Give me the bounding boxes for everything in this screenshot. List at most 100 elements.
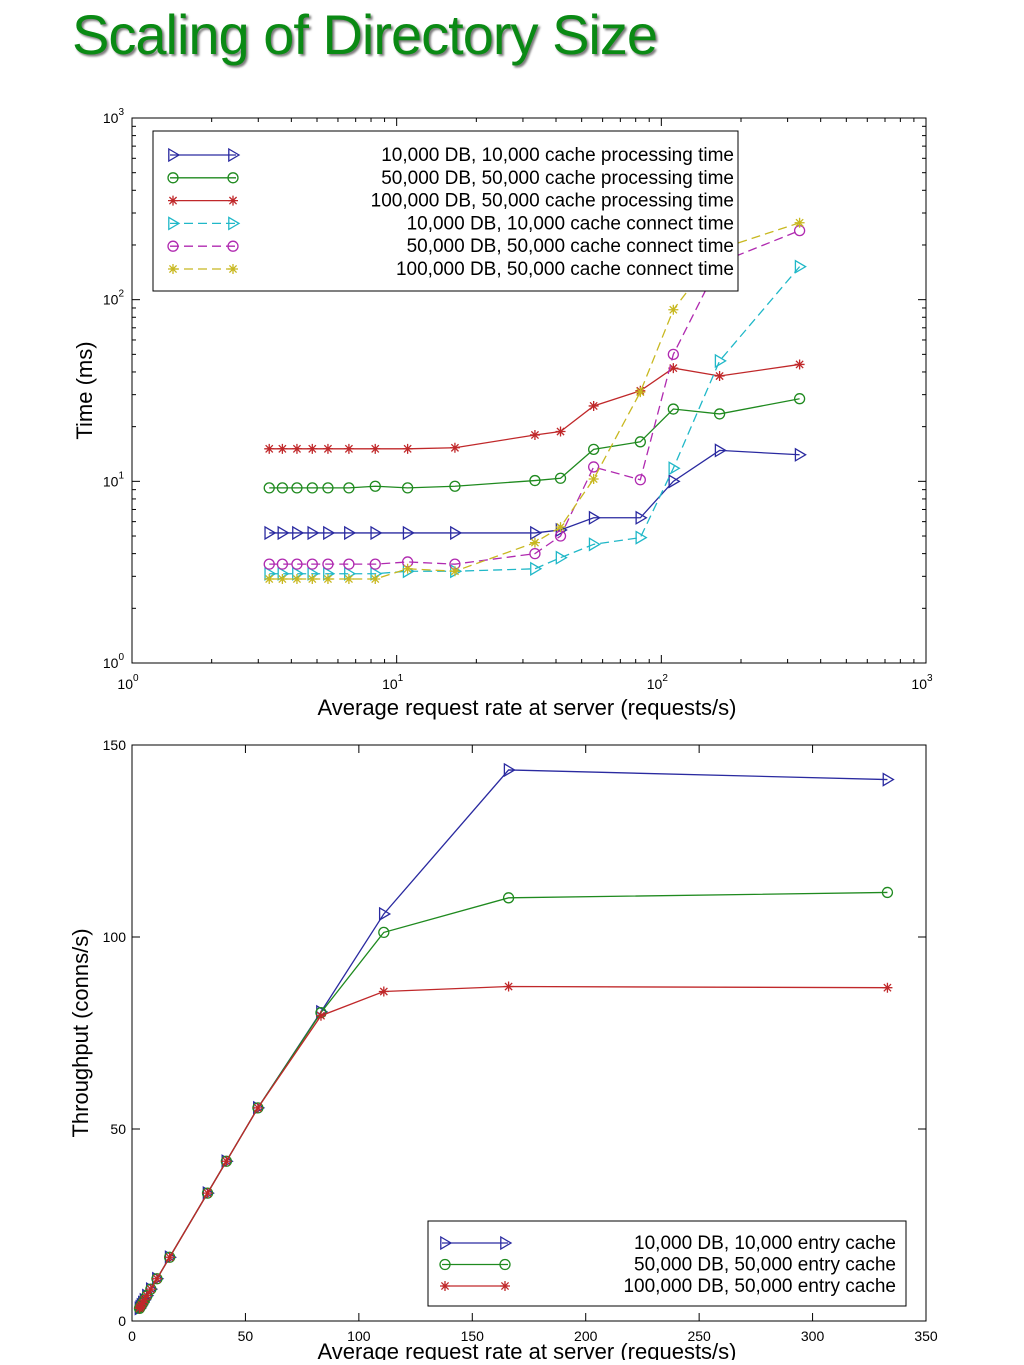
- data-point: [882, 982, 893, 993]
- legend-label: 100,000 DB, 50,000 cache processing time: [371, 191, 734, 212]
- x-tick-label: 101: [382, 673, 404, 692]
- series-line: [269, 398, 800, 489]
- data-point: [635, 530, 648, 545]
- legend-marker: [439, 1258, 451, 1271]
- data-point: [668, 304, 679, 315]
- data-point: [668, 461, 681, 476]
- legend-marker: [440, 1281, 450, 1291]
- data-point: [164, 1252, 175, 1263]
- data-point: [344, 566, 357, 581]
- chart-directory-time: 100 101 102 103 100 101 102 103 Average request …: [72, 107, 933, 720]
- data-point: [713, 408, 726, 420]
- series-3: [264, 359, 805, 454]
- data-point: [263, 558, 275, 570]
- data-point: [264, 566, 277, 581]
- data-point: [794, 359, 805, 370]
- data-point: [276, 482, 289, 494]
- data-point: [529, 547, 541, 560]
- data-point: [402, 563, 413, 574]
- plot-frame: [131, 117, 927, 664]
- y-axis-label: Throughput (conns/s): [68, 928, 93, 1137]
- data-point: [530, 561, 543, 576]
- data-point: [588, 461, 600, 473]
- data-point: [307, 443, 318, 454]
- data-point: [794, 447, 807, 462]
- data-point: [322, 443, 333, 454]
- data-point: [221, 1156, 232, 1167]
- y-tick-label: 101: [103, 470, 125, 489]
- y-tick-label: 100: [103, 929, 127, 945]
- data-point: [588, 443, 600, 455]
- data-point: [402, 525, 415, 541]
- data-point: [588, 400, 599, 411]
- data-point: [881, 886, 894, 899]
- data-point: [793, 393, 806, 405]
- data-point: [503, 762, 516, 778]
- x-tick-label: 200: [574, 1328, 598, 1344]
- series-1: [264, 443, 807, 541]
- data-point: [714, 443, 727, 458]
- data-point: [307, 566, 320, 581]
- x-tick-label: 100: [117, 673, 139, 692]
- x-tick-label: 103: [911, 673, 933, 692]
- data-point: [378, 986, 389, 997]
- legend-marker: [168, 147, 181, 163]
- data-point: [277, 566, 290, 581]
- data-point: [555, 522, 566, 533]
- y-tick-label: 150: [103, 737, 127, 753]
- data-point: [588, 510, 601, 525]
- series-3: [134, 981, 893, 1314]
- legend-marker: [228, 195, 238, 206]
- data-point: [307, 573, 318, 584]
- y-tick-label: 50: [110, 1121, 126, 1137]
- data-point: [714, 353, 727, 369]
- data-point: [291, 482, 303, 494]
- legend-marker: [168, 216, 181, 231]
- data-point: [378, 926, 390, 939]
- x-tick-label: 250: [687, 1328, 711, 1344]
- data-point: [322, 573, 333, 584]
- data-point: [136, 1299, 147, 1310]
- series-2: [263, 393, 806, 494]
- legend-marker: [440, 1235, 453, 1251]
- legend-marker: [167, 240, 179, 252]
- y-tick-label: 0: [118, 1313, 126, 1329]
- data-point: [635, 387, 646, 398]
- x-tick-label: 100: [347, 1328, 371, 1344]
- legend-marker: [168, 195, 178, 206]
- data-point: [449, 566, 460, 577]
- data-point: [343, 482, 355, 494]
- data-point: [529, 537, 540, 548]
- legend: 10,000 DB, 10,000 cache processing time5…: [152, 130, 739, 292]
- data-point: [141, 1290, 152, 1301]
- data-point: [344, 525, 357, 541]
- data-point: [277, 443, 288, 454]
- data-point: [145, 1284, 156, 1295]
- series-line: [269, 266, 801, 575]
- x-axis-label: Average request rate at server (requests…: [317, 1339, 736, 1360]
- data-point: [502, 892, 515, 904]
- data-point: [369, 480, 381, 492]
- data-point: [306, 558, 318, 570]
- data-point: [668, 474, 681, 489]
- data-point: [323, 566, 336, 581]
- data-point: [291, 573, 302, 584]
- x-tick-label: 102: [647, 673, 669, 692]
- data-point: [794, 259, 807, 274]
- data-point: [529, 474, 541, 487]
- data-point: [449, 480, 461, 492]
- legend-label: 50,000 DB, 50,000 cache processing time: [381, 168, 734, 189]
- legend-marker: [500, 1281, 510, 1291]
- x-axis-label: Average request rate at server (requests…: [317, 695, 736, 720]
- data-point: [315, 1010, 326, 1021]
- data-point: [263, 482, 275, 494]
- y-tick-label: 103: [103, 107, 125, 126]
- data-point: [450, 525, 463, 541]
- data-point: [307, 525, 320, 541]
- data-point: [292, 525, 305, 541]
- data-point: [291, 443, 302, 454]
- data-point: [151, 1273, 162, 1284]
- data-point: [555, 426, 566, 437]
- data-point: [369, 558, 381, 570]
- legend-marker: [500, 1235, 513, 1251]
